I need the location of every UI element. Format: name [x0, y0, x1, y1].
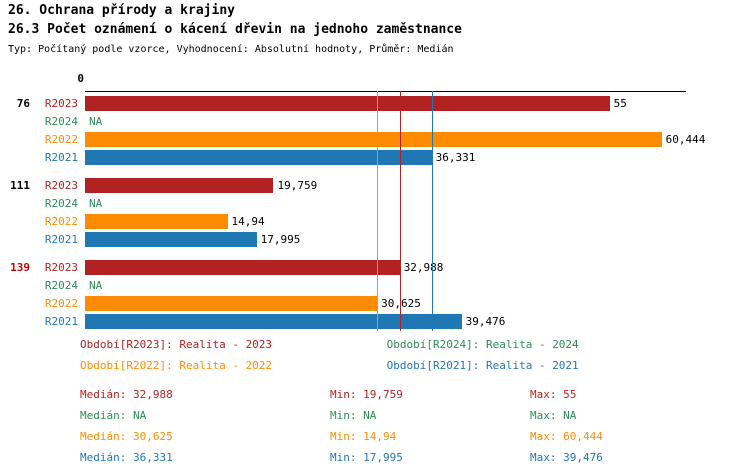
group-id-label: 111: [10, 178, 30, 192]
stats-row-r2021: Medián: 36,331 Min: 17,995 Max: 39,476: [80, 451, 740, 472]
max-value: Max: NA: [530, 409, 577, 422]
series-label: R2024: [44, 278, 78, 292]
max-value: Max: 60,444: [530, 430, 603, 443]
series-label: R2022: [44, 214, 78, 228]
bar-row-139-R2021: R2021 39,476: [0, 312, 750, 330]
bar-row-76-R2021: R2021 36,331: [0, 148, 750, 166]
bar-139-R2023: [85, 259, 400, 275]
series-label: R2021: [44, 150, 78, 164]
bar-value-label: 19,759: [277, 178, 318, 192]
legend-item-r2023: Období[R2023]: Realita - 2023: [80, 338, 273, 351]
min-value: Min: 17,995: [330, 451, 403, 464]
min-value: Min: NA: [330, 409, 377, 422]
bar-track: 55: [85, 94, 750, 112]
bar-value-label: 60,444: [665, 132, 706, 146]
bar-111-R2022: [85, 213, 228, 229]
bar-track: 30,625: [85, 294, 750, 312]
bar-111-R2021: [85, 231, 257, 247]
bar-row-139-R2023: 139 R2023 32,988: [0, 258, 750, 276]
bar-value-label: 36,331: [435, 150, 476, 164]
median-value: Medián: 36,331: [80, 451, 173, 464]
bar-value-label: 17,995: [260, 232, 301, 246]
page-title: 26. Ochrana přírody a krajiny: [8, 3, 235, 18]
bar-track: 17,995: [85, 230, 750, 248]
bar-row-111-R2023: 111 R2023 19,759: [0, 176, 750, 194]
group-id-label: 139: [10, 260, 30, 274]
bar-76-R2021: [85, 149, 432, 165]
bar-value-label: 39,476: [465, 314, 506, 328]
bar-group-139: 139 R2023 32,988 R2024 NA R2022 30,625 R2021 39,…: [0, 258, 750, 330]
median-value: Medián: NA: [80, 409, 147, 422]
min-value: Min: 14,94: [330, 430, 397, 443]
axis-zero-label: 0: [77, 72, 84, 85]
chart-subtitle: 26.3 Počet oznámení o kácení dřevin na j…: [8, 22, 462, 37]
bar-76-R2022: [85, 131, 662, 147]
bar-value-label: 14,94: [231, 214, 265, 228]
series-label: R2022: [44, 296, 78, 310]
bar-76-R2023: [85, 95, 610, 111]
legend: Období[R2023]: Realita - 2023 Období[R20…: [80, 338, 740, 380]
series-label: R2024: [44, 114, 78, 128]
median-value: Medián: 32,988: [80, 388, 173, 401]
stats-panel: Medián: 32,988 Min: 19,759 Max: 55 Medián:…: [80, 388, 740, 472]
bar-row-111-R2022: R2022 14,94: [0, 212, 750, 230]
bar-track: NA: [85, 194, 750, 212]
series-label: R2023: [44, 96, 78, 110]
bar-track: 32,988: [85, 258, 750, 276]
bar-track: NA: [85, 112, 750, 130]
series-label: R2023: [44, 178, 78, 192]
bar-value-label: 55: [613, 96, 627, 110]
min-value: Min: 19,759: [330, 388, 403, 401]
stats-row-r2022: Medián: 30,625 Min: 14,94 Max: 60,444: [80, 430, 740, 451]
stats-row-r2023: Medián: 32,988 Min: 19,759 Max: 55: [80, 388, 740, 409]
bar-track: 39,476: [85, 312, 750, 330]
series-label: R2023: [44, 260, 78, 274]
bar-row-76-R2023: 76 R2023 55: [0, 94, 750, 112]
bar-row-139-R2022: R2022 30,625: [0, 294, 750, 312]
bar-111-R2023: [85, 177, 274, 193]
plot-area: 0 76 R2023 55 R2024 NA R2022 60,444 R2021 36,331…: [0, 70, 750, 332]
legend-row: Období[R2023]: Realita - 2023 Období[R20…: [80, 338, 740, 359]
bar-track: 19,759: [85, 176, 750, 194]
bar-rows-container: 76 R2023 55 R2024 NA R2022 60,444 R2021 36,331 11…: [0, 94, 750, 340]
series-label: R2022: [44, 132, 78, 146]
max-value: Max: 39,476: [530, 451, 603, 464]
series-label: R2024: [44, 196, 78, 210]
bar-139-R2021: [85, 313, 462, 329]
legend-item-r2022: Období[R2022]: Realita - 2022: [80, 359, 273, 372]
bar-group-76: 76 R2023 55 R2024 NA R2022 60,444 R2021 36,331: [0, 94, 750, 166]
bar-value-label: NA: [89, 196, 103, 210]
legend-item-r2024: Období[R2024]: Realita - 2024: [386, 338, 579, 351]
group-id-label: 76: [16, 96, 30, 110]
bar-track: 14,94: [85, 212, 750, 230]
bar-row-76-R2024: R2024 NA: [0, 112, 750, 130]
bar-track: 60,444: [85, 130, 750, 148]
bar-group-111: 111 R2023 19,759 R2024 NA R2022 14,94 R2021 17,9…: [0, 176, 750, 248]
series-label: R2021: [44, 314, 78, 328]
series-label: R2021: [44, 232, 78, 246]
bar-value-label: NA: [89, 278, 103, 292]
x-axis-line: [85, 91, 686, 92]
bar-row-111-R2021: R2021 17,995: [0, 230, 750, 248]
median-value: Medián: 30,625: [80, 430, 173, 443]
chart-meta: Typ: Počítaný podle vzorce, Vyhodnocení:…: [8, 44, 454, 55]
bar-row-76-R2022: R2022 60,444: [0, 130, 750, 148]
bar-track: NA: [85, 276, 750, 294]
legend-item-r2021: Období[R2021]: Realita - 2021: [386, 359, 579, 372]
bar-value-label: 30,625: [381, 296, 421, 310]
stats-row-r2024: Medián: NA Min: NA Max: NA: [80, 409, 740, 430]
legend-row: Období[R2022]: Realita - 2022 Období[R20…: [80, 359, 740, 380]
bar-row-111-R2024: R2024 NA: [0, 194, 750, 212]
bar-value-label: 32,988: [403, 260, 444, 274]
max-value: Max: 55: [530, 388, 577, 401]
bar-139-R2022: [85, 295, 378, 311]
bar-value-label: NA: [89, 114, 103, 128]
bar-row-139-R2024: R2024 NA: [0, 276, 750, 294]
bar-track: 36,331: [85, 148, 750, 166]
